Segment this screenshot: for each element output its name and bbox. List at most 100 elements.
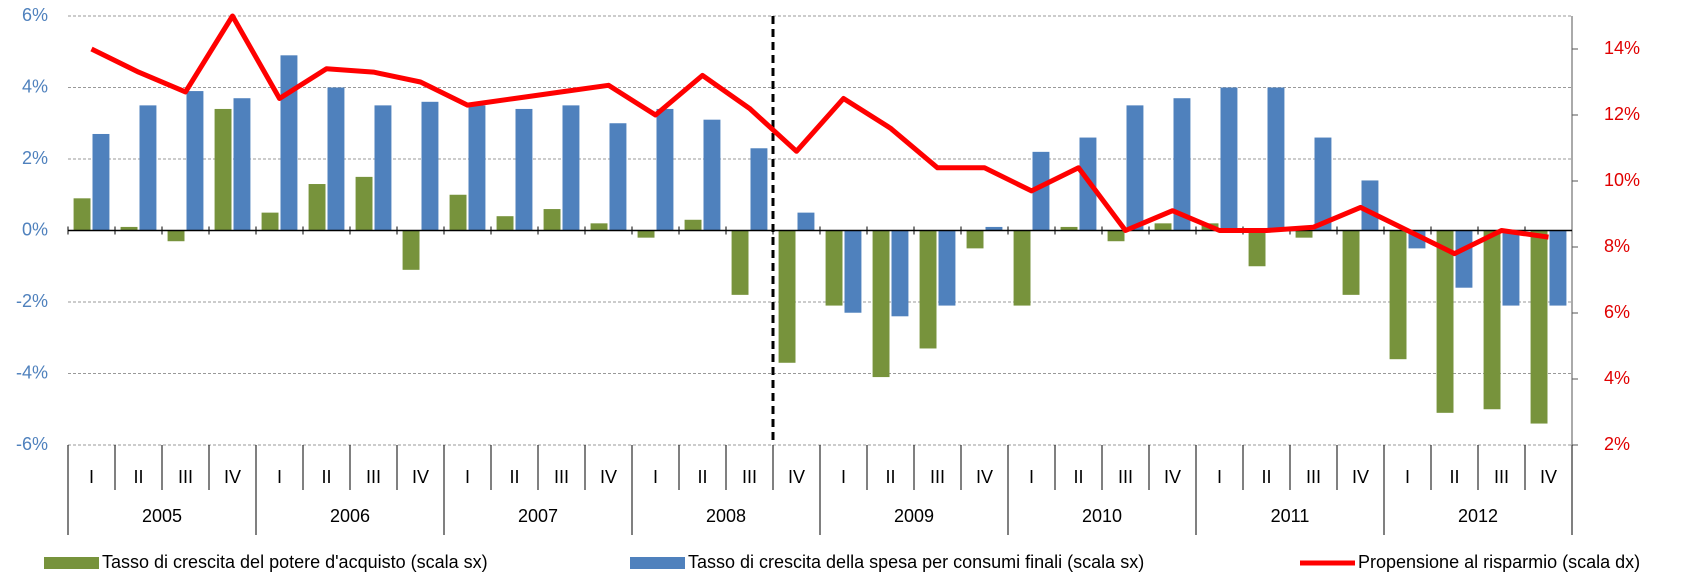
x-tick-label: IV [788,467,805,487]
x-tick-label: II [697,467,707,487]
legend-label: Tasso di crescita del potere d'acquisto … [102,552,488,572]
x-tick-label: I [89,467,94,487]
y2-tick-label: 2% [1604,434,1630,454]
bar [1173,98,1191,231]
x-tick-label: III [742,467,757,487]
bar [1342,230,1360,295]
bar [825,230,843,306]
x-tick-label: III [1494,467,1509,487]
x-tick-label: IV [1164,467,1181,487]
legend-label: Propensione al risparmio (scala dx) [1358,552,1640,572]
bar [1549,230,1567,306]
bar [327,87,345,231]
bar [515,108,533,231]
y-tick-label: 6% [22,5,48,25]
bar [637,230,655,238]
x-tick-label: IV [224,467,241,487]
bar [1436,230,1454,413]
bar [966,230,984,249]
bar [872,230,890,378]
x-tick-label: I [653,467,658,487]
x-tick-label: IV [976,467,993,487]
bar [703,119,721,231]
bar [73,198,91,231]
group-label: 2005 [142,506,182,526]
bar [167,230,185,242]
legend-label: Tasso di crescita della spesa per consum… [688,552,1144,572]
x-tick-label: III [1118,467,1133,487]
bar [468,105,486,231]
x-tick-label: I [277,467,282,487]
y-tick-label: -4% [16,362,48,382]
x-tick-label: II [1449,467,1459,487]
group-label: 2007 [518,506,558,526]
bar [120,226,138,231]
bar [92,133,110,231]
bar [496,216,514,231]
bar [1154,223,1172,231]
bar [139,105,157,231]
group-label: 2008 [706,506,746,526]
y-tick-label: 2% [22,148,48,168]
bar [1013,230,1031,306]
x-tick-label: IV [1352,467,1369,487]
bar [1314,137,1332,231]
bar [1483,230,1501,410]
y2-tick-label: 12% [1604,104,1640,124]
x-tick-label: II [321,467,331,487]
x-tick-label: IV [412,467,429,487]
x-tick-label: II [885,467,895,487]
x-tick-label: III [178,467,193,487]
x-tick-label: II [1261,467,1271,487]
group-label: 2006 [330,506,370,526]
group-label: 2010 [1082,506,1122,526]
line [90,13,1549,257]
bar [731,230,749,295]
x-tick-label: II [509,467,519,487]
x-tick-label: III [366,467,381,487]
x-tick-label: III [1306,467,1321,487]
bar [919,230,937,349]
bar [421,101,439,231]
bar [1126,105,1144,231]
x-tick-label: IV [1540,467,1557,487]
y-tick-label: 4% [22,76,48,96]
bar [1502,230,1520,306]
bar [985,226,1003,231]
bar [449,194,467,231]
bar [1060,226,1078,231]
bar [261,212,279,231]
bar [214,108,232,231]
x-tick-label: IV [600,467,617,487]
x-tick-label: II [1073,467,1083,487]
bar [280,55,298,231]
bar [750,148,768,231]
y-tick-label: 0% [22,219,48,239]
bar [1107,230,1125,242]
group-label: 2009 [894,506,934,526]
y-tick-label: -6% [16,434,48,454]
x-tick-label: I [1029,467,1034,487]
bar [1220,87,1238,231]
bar [1455,230,1473,288]
legend-swatch [630,557,685,569]
bar [355,176,373,231]
bar [402,230,420,270]
x-tick-label: III [930,467,945,487]
bar [1530,230,1548,424]
bar [543,209,561,231]
x-tick-label: I [1405,467,1410,487]
y2-tick-label: 4% [1604,368,1630,388]
y2-tick-label: 10% [1604,170,1640,190]
bar [609,123,627,231]
bar [1248,230,1266,267]
bar [374,105,392,231]
bar [562,105,580,231]
bar [1389,230,1407,360]
bar [891,230,909,317]
bar [778,230,796,363]
bar [797,212,815,231]
bar [308,184,326,231]
x-tick-label: I [465,467,470,487]
